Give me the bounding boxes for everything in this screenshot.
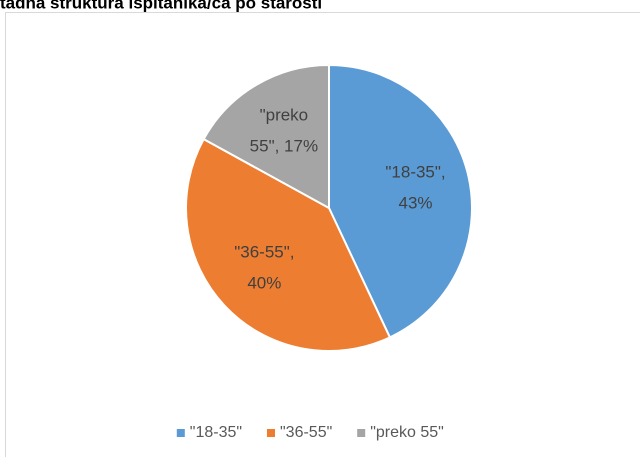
data-label: 40% xyxy=(247,274,281,293)
pie-slice xyxy=(185,137,392,352)
legend-swatch xyxy=(176,429,185,437)
data-label: 43% xyxy=(399,194,433,213)
data-label: 55", 17% xyxy=(250,137,318,156)
data-label: "preko xyxy=(260,106,309,125)
data-label: "36-55", xyxy=(234,243,294,262)
legend-swatch xyxy=(267,429,275,437)
pie-slice xyxy=(202,63,330,210)
chart-title: tadna struktura ispitanika/ca po starost… xyxy=(0,0,322,12)
legend-swatch xyxy=(357,429,366,437)
data-label: "18-35", xyxy=(385,163,445,182)
pie-slice xyxy=(328,63,473,339)
legend-label: "preko 55" xyxy=(370,424,444,441)
legend-label: "36-55" xyxy=(280,424,332,441)
legend-label: "18-35" xyxy=(190,424,242,441)
